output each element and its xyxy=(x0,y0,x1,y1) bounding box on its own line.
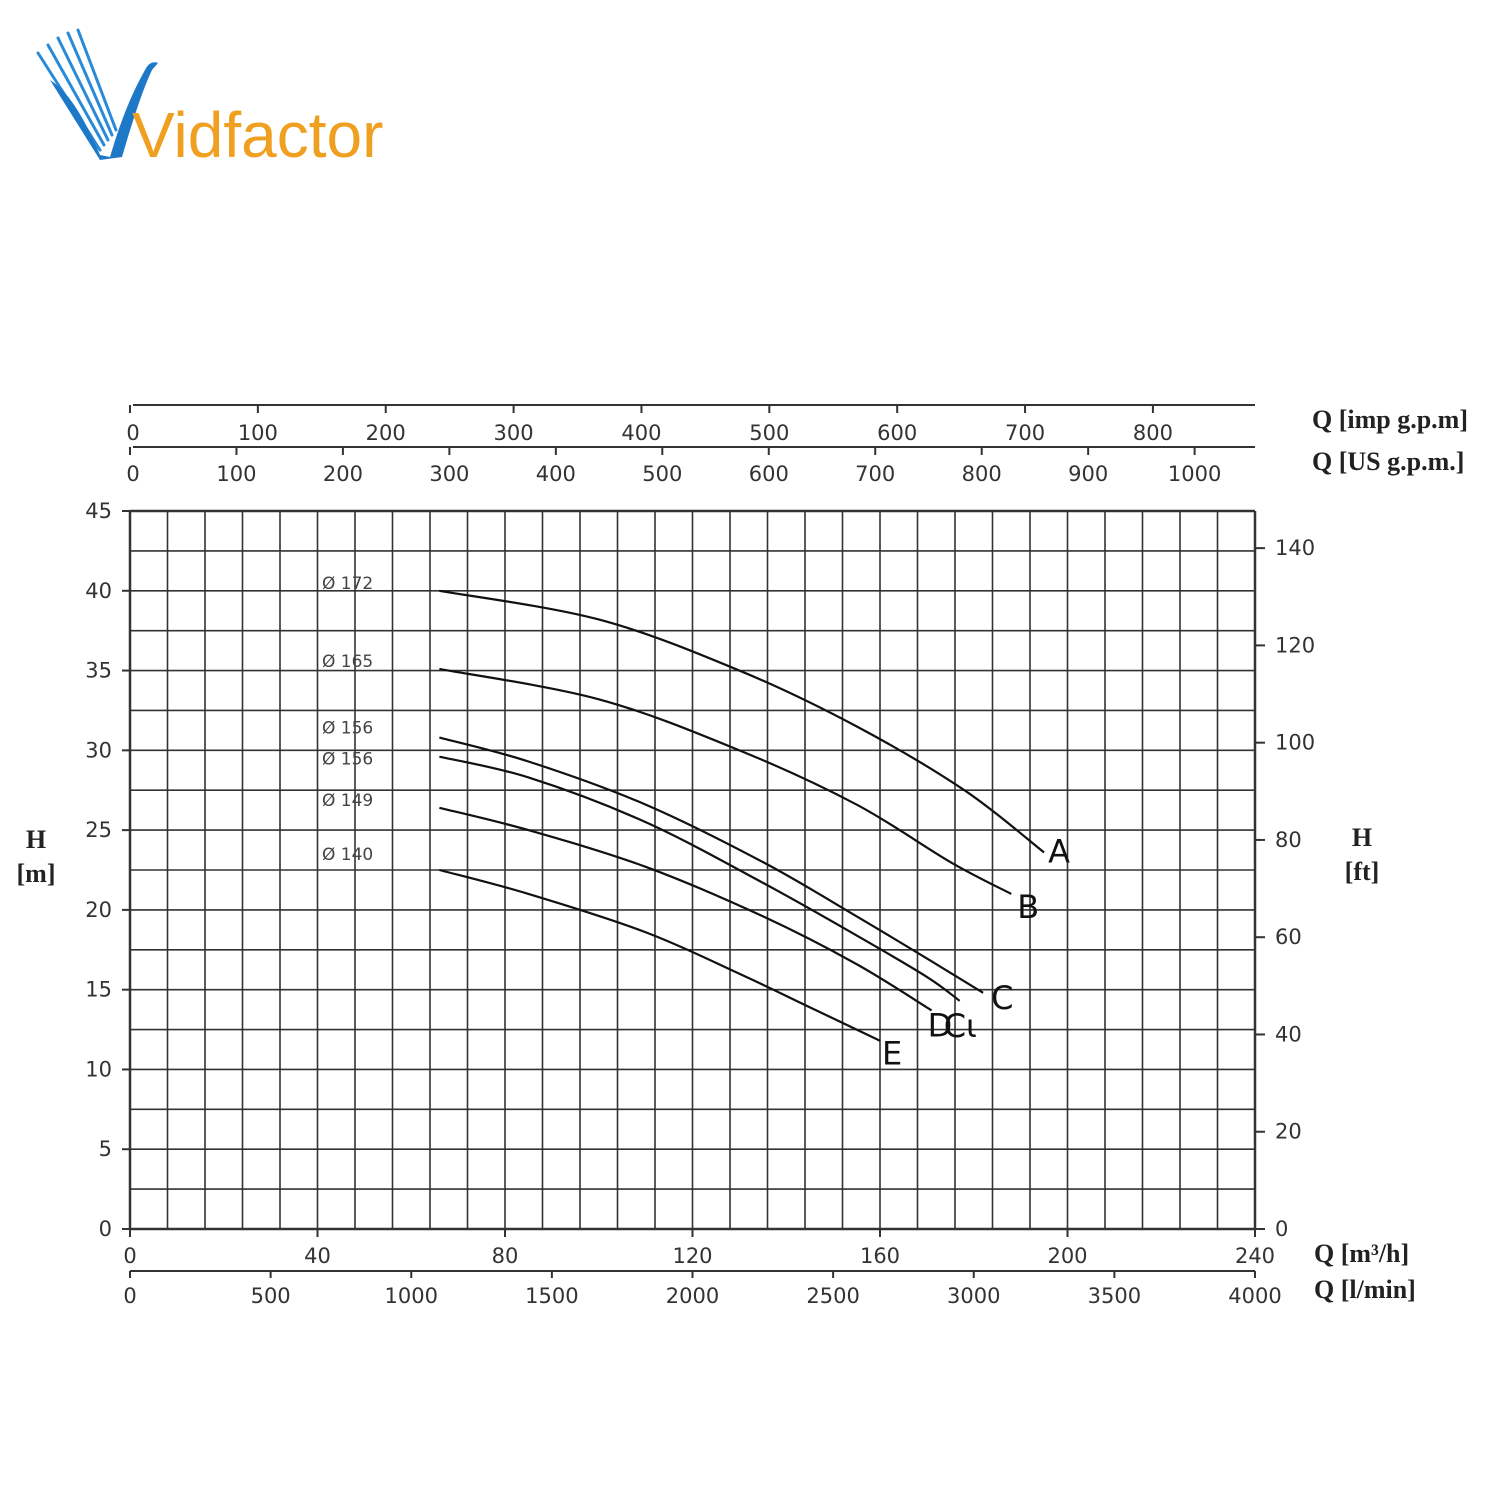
curve-label-b: B xyxy=(1017,888,1039,926)
x2-tick-label: 0 xyxy=(123,1284,136,1308)
top-axis2-tick-label: 400 xyxy=(536,462,576,486)
y-tick-label: 20 xyxy=(85,898,112,922)
diameter-label-c1: Ø 156 xyxy=(322,750,373,770)
top-axis2-tick-label: 200 xyxy=(323,462,363,486)
y-tick-label: 40 xyxy=(85,579,112,603)
y2-tick-label: 80 xyxy=(1275,828,1302,852)
x2-tick-label: 3000 xyxy=(947,1284,1000,1308)
curve-label-c1: Cι xyxy=(944,1007,977,1045)
y2-tick-label: 60 xyxy=(1275,925,1302,949)
y2-tick-label: 140 xyxy=(1275,536,1315,560)
top-axis1-tick-label: 500 xyxy=(749,421,789,445)
x-tick-label: 80 xyxy=(492,1244,519,1268)
curve-c xyxy=(439,736,984,994)
tick-labels: 0 5 10 15 20 25 30 35 40 45 0 20 40 60 80 100 120 140 0 40 8… xyxy=(85,421,1315,1308)
y-tick-label: 5 xyxy=(99,1137,112,1161)
vidfactor-logo: Vidfactor xyxy=(36,28,383,171)
x2-tick-label: 500 xyxy=(251,1284,291,1308)
diameter-label-a: Ø 172 xyxy=(322,574,373,594)
y-tick-label: 25 xyxy=(85,818,112,842)
top-axis1-tick-label: 0 xyxy=(126,421,139,445)
y-tick-label: 15 xyxy=(85,978,112,1002)
x2-axis-title: Q [l/min] xyxy=(1314,1275,1416,1304)
y2-tick-label: 0 xyxy=(1275,1217,1288,1241)
diameter-label-c: Ø 156 xyxy=(322,719,373,739)
y-tick-label: 45 xyxy=(85,499,112,523)
top-axis1-tick-label: 200 xyxy=(366,421,406,445)
curve-label-d: D xyxy=(928,1006,953,1044)
y2-tick-label: 120 xyxy=(1275,633,1315,657)
x-tick-label: 120 xyxy=(672,1244,712,1268)
y2-tick-label: 100 xyxy=(1275,731,1315,755)
top-axis1-tick-label: 100 xyxy=(238,421,278,445)
x-tick-label: 40 xyxy=(304,1244,331,1268)
y-axis-title-line2: [m] xyxy=(17,859,56,888)
top-axis1-tick-label: 700 xyxy=(1005,421,1045,445)
curve-a xyxy=(439,589,1045,854)
x2-tick-label: 1500 xyxy=(525,1284,578,1308)
top-axis2-tick-label: 100 xyxy=(216,462,256,486)
top-axis2-tick-label: 600 xyxy=(749,462,789,486)
diameter-label-d: Ø 149 xyxy=(322,791,373,811)
y-tick-label: 10 xyxy=(85,1057,112,1081)
top-axis2-tick-label: 500 xyxy=(642,462,682,486)
top-axis1-tick-label: 400 xyxy=(621,421,661,445)
curve-c1 xyxy=(439,755,961,1002)
y-tick-label: 35 xyxy=(85,659,112,683)
y2-tick-label: 20 xyxy=(1275,1120,1302,1144)
y-tick-label: 30 xyxy=(85,738,112,762)
y2-axis-title-line1: H xyxy=(1352,823,1372,852)
top-axis2-tick-label: 300 xyxy=(429,462,469,486)
x-axis-title: Q [m³/h] xyxy=(1314,1239,1409,1268)
top-axis1-title: Q [imp g.p.m] xyxy=(1312,405,1468,434)
x2-tick-label: 3500 xyxy=(1088,1284,1141,1308)
axes xyxy=(122,404,1265,1278)
x2-tick-label: 2500 xyxy=(806,1284,859,1308)
top-axis1-tick-label: 300 xyxy=(494,421,534,445)
logo-text: Vidfactor xyxy=(132,99,383,171)
x-tick-label: 160 xyxy=(860,1244,900,1268)
curve-b xyxy=(439,667,1012,895)
top-axis2-tick-label: 800 xyxy=(962,462,1002,486)
curve-label-e: E xyxy=(882,1035,902,1073)
x2-tick-label: 1000 xyxy=(385,1284,438,1308)
grid xyxy=(128,509,1257,1231)
top-axis2-tick-label: 700 xyxy=(855,462,895,486)
y2-axis-title-line2: [ft] xyxy=(1345,857,1380,886)
curve-labels: A Ø 172 B Ø 165 C Ø 156 Cι Ø 156 D Ø 149 E Ø 140 xyxy=(322,574,1070,1073)
top-axis2-tick-label: 1000 xyxy=(1168,462,1221,486)
x-tick-label: 0 xyxy=(123,1244,136,1268)
y2-tick-label: 40 xyxy=(1275,1022,1302,1046)
x-tick-label: 240 xyxy=(1235,1244,1275,1268)
curve-d xyxy=(439,806,933,1012)
top-axis2-title: Q [US g.p.m.] xyxy=(1312,447,1464,476)
curve-label-c: C xyxy=(991,979,1013,1017)
top-axis1-tick-label: 600 xyxy=(877,421,917,445)
top-axis2-tick-label: 0 xyxy=(126,462,139,486)
y-axis-title-line1: H xyxy=(26,825,46,854)
curves xyxy=(439,589,1045,1042)
x2-tick-label: 4000 xyxy=(1228,1284,1281,1308)
x2-tick-label: 2000 xyxy=(666,1284,719,1308)
diameter-label-e: Ø 140 xyxy=(322,845,373,865)
x-tick-label: 200 xyxy=(1047,1244,1087,1268)
top-axis1-tick-label: 800 xyxy=(1133,421,1173,445)
diameter-label-b: Ø 165 xyxy=(322,652,373,672)
top-axis2-tick-label: 900 xyxy=(1068,462,1108,486)
curve-e xyxy=(439,868,881,1042)
curve-label-a: A xyxy=(1048,832,1070,870)
y-tick-label: 0 xyxy=(99,1217,112,1241)
